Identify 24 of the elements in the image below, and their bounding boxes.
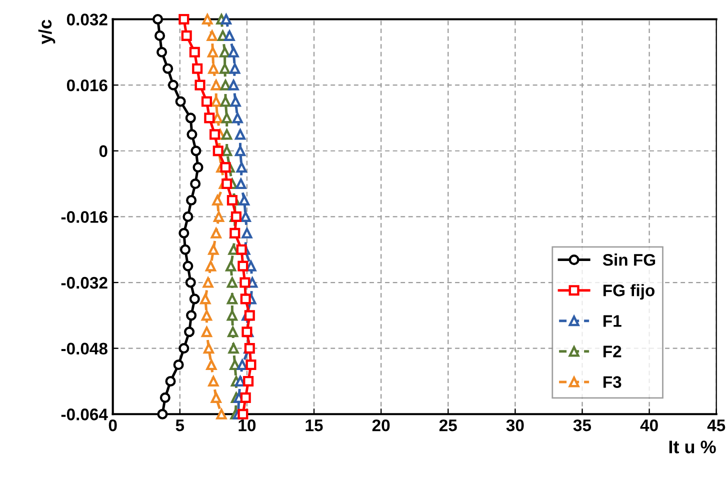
legend-label: FG fijo [604, 284, 655, 300]
y-tick-label: 0.016 [66, 79, 108, 92]
x-tick-label: 30 [506, 419, 524, 432]
y-tick-label: -0.032 [61, 276, 108, 289]
x-tick-label: 25 [439, 419, 457, 432]
legend-label: F3 [604, 376, 622, 388]
y-axis-title: y/c [38, 20, 56, 44]
legend-label: F2 [604, 346, 622, 358]
y-tick-label: 0.032 [66, 14, 108, 26]
legend-label: F1 [604, 315, 622, 327]
legend-label: Sin FG [602, 254, 656, 266]
x-tick-label: 20 [372, 419, 390, 432]
x-tick-label: 40 [640, 419, 658, 432]
y-tick-label: -0.064 [61, 408, 108, 420]
y-tick-label: -0.016 [61, 211, 108, 223]
x-tick-label: 5 [176, 420, 184, 432]
y-tick-label: -0.048 [61, 342, 108, 355]
y-tick-label: 0 [99, 145, 108, 158]
x-tick-label: 45 [707, 420, 726, 432]
x-tick-label: 10 [238, 419, 256, 432]
x-tick-label: 0 [108, 419, 117, 432]
x-tick-label: 15 [306, 420, 323, 432]
x-tick-label: 35 [573, 419, 592, 432]
x-axis-title: It u % [669, 440, 716, 454]
